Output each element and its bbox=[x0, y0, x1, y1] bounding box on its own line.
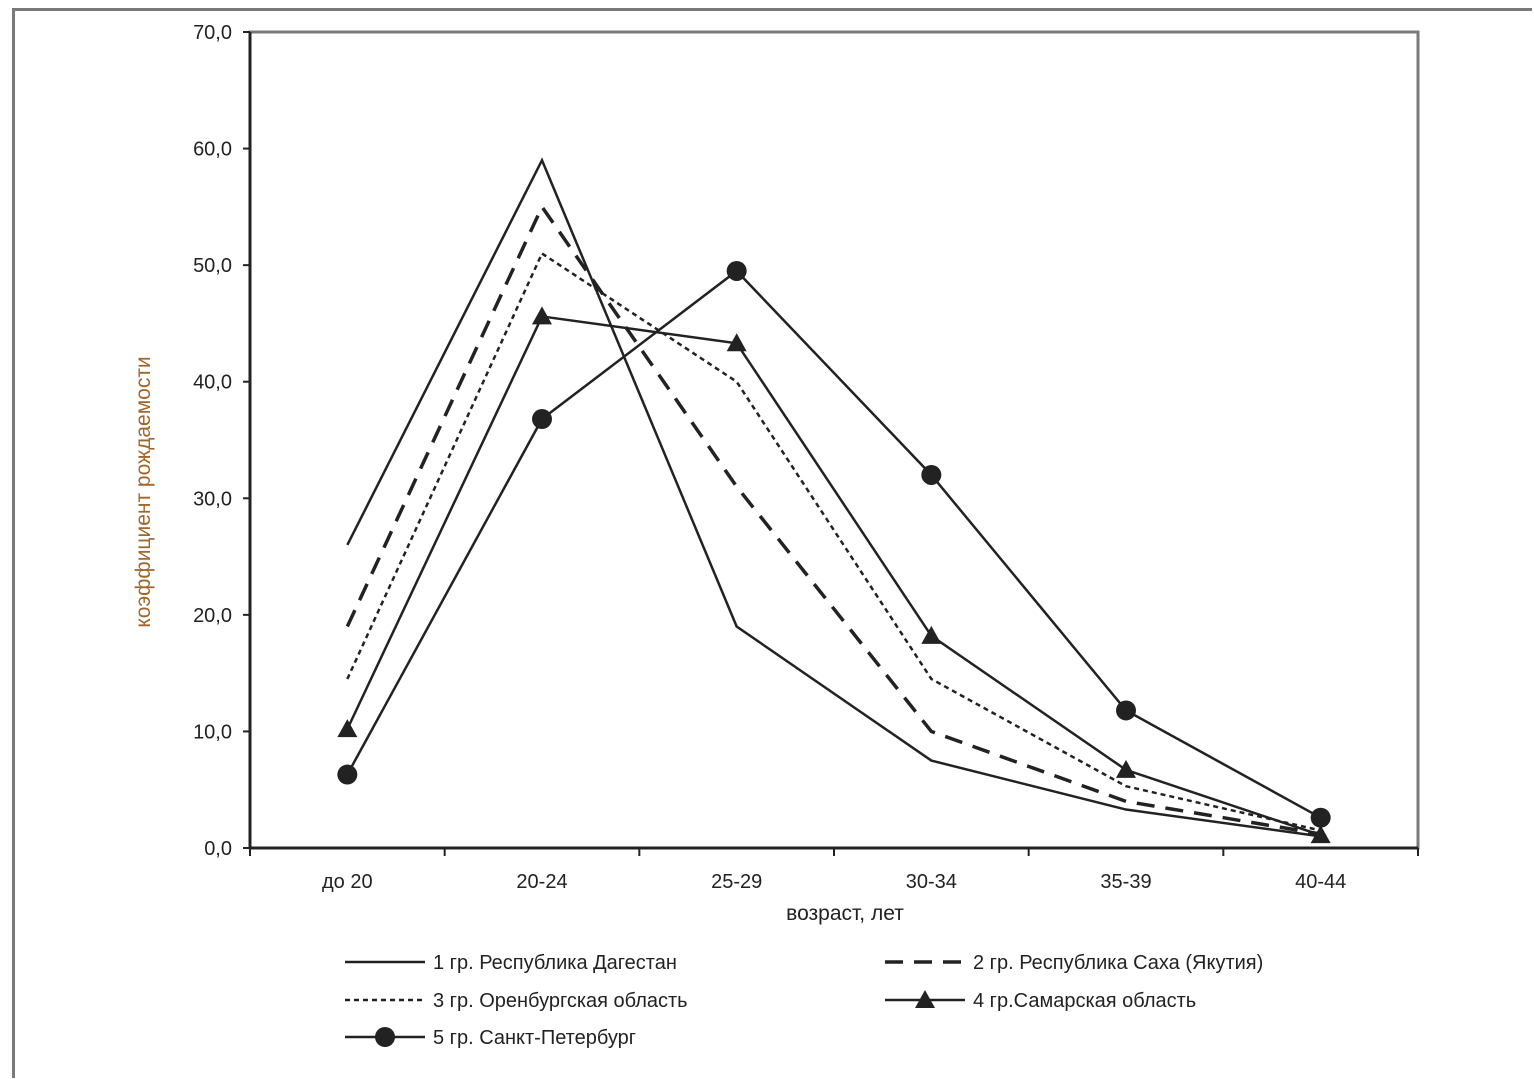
legend-item: 4 гр.Самарская область bbox=[885, 990, 1196, 1012]
data-point-triangle bbox=[337, 719, 358, 738]
legend-item: 1 гр. Республика Дагестан bbox=[345, 952, 677, 974]
data-point-triangle bbox=[1116, 759, 1136, 778]
y-tick-label: 10,0 bbox=[193, 721, 232, 743]
data-point-circle bbox=[337, 764, 358, 785]
legend-marker-circle bbox=[375, 1027, 395, 1047]
series-1 bbox=[346, 157, 1321, 838]
figure-frame bbox=[12, 8, 1532, 1078]
legend-item: 5 гр. Санкт-Петербург bbox=[345, 1027, 636, 1049]
data-point-circle bbox=[1310, 807, 1331, 828]
x-tick-label: до 20 bbox=[322, 871, 373, 893]
y-tick-label: 70,0 bbox=[193, 22, 232, 44]
series-line bbox=[346, 269, 1322, 819]
y-tick-label: 50,0 bbox=[193, 255, 232, 277]
x-tick-label: 20-24 bbox=[516, 871, 567, 893]
x-axis-title: возраст, лет bbox=[786, 902, 904, 925]
plot-area bbox=[248, 30, 1420, 850]
series-line bbox=[345, 203, 1321, 836]
y-tick-label: 0,0 bbox=[204, 838, 232, 860]
x-axis-ticks: до 20 20-24 25-29 30-34 35-39 40-44 bbox=[249, 848, 1419, 893]
x-tick-label: 40-44 bbox=[1295, 871, 1346, 893]
y-tick-label: 20,0 bbox=[193, 605, 232, 627]
y-tick-label: 40,0 bbox=[193, 372, 232, 394]
legend-label: 1 гр. Республика Дагестан bbox=[433, 952, 677, 974]
data-point-triangle bbox=[921, 625, 942, 644]
data-point-circle bbox=[726, 260, 747, 281]
series-line bbox=[346, 157, 1321, 838]
data-point-triangle bbox=[532, 306, 552, 325]
x-tick-label: 25-29 bbox=[711, 871, 762, 893]
series-layer bbox=[337, 157, 1331, 844]
series-line bbox=[346, 251, 1321, 832]
series-line bbox=[346, 315, 1322, 837]
data-point-circle bbox=[1116, 700, 1136, 721]
data-point-triangle bbox=[726, 333, 747, 352]
y-tick-label: 60,0 bbox=[193, 139, 232, 161]
x-tick-label: 30-34 bbox=[906, 871, 957, 893]
legend-item: 2 гр. Республика Саха (Якутия) bbox=[885, 952, 1263, 974]
y-axis-title: коэффициент рождаемости bbox=[132, 356, 155, 627]
legend-label: 5 гр. Санкт-Петербург bbox=[433, 1027, 636, 1049]
series-2 bbox=[345, 203, 1321, 836]
series-3 bbox=[346, 251, 1321, 832]
legend: 1 гр. Республика Дагестан 2 гр. Республик… bbox=[345, 952, 1263, 1049]
x-tick-label: 35-39 bbox=[1100, 871, 1151, 893]
y-tick-label: 30,0 bbox=[193, 488, 232, 510]
legend-item: 3 гр. Оренбургская область bbox=[345, 990, 688, 1012]
series-5 bbox=[337, 260, 1331, 828]
legend-label: 4 гр.Самарская область bbox=[973, 990, 1196, 1012]
data-point-circle bbox=[921, 464, 942, 485]
legend-label: 2 гр. Республика Саха (Якутия) bbox=[973, 952, 1263, 974]
data-point-circle bbox=[532, 409, 552, 430]
y-axis-ticks: 0,0 10,0 20,0 30,0 40,0 50,0 60,0 70,0 bbox=[193, 22, 250, 860]
legend-marker-triangle bbox=[915, 990, 935, 1008]
plot-border bbox=[248, 30, 1420, 850]
series-4 bbox=[337, 306, 1331, 844]
data-point-triangle bbox=[1310, 825, 1331, 844]
legend-label: 3 гр. Оренбургская область bbox=[433, 990, 688, 1012]
